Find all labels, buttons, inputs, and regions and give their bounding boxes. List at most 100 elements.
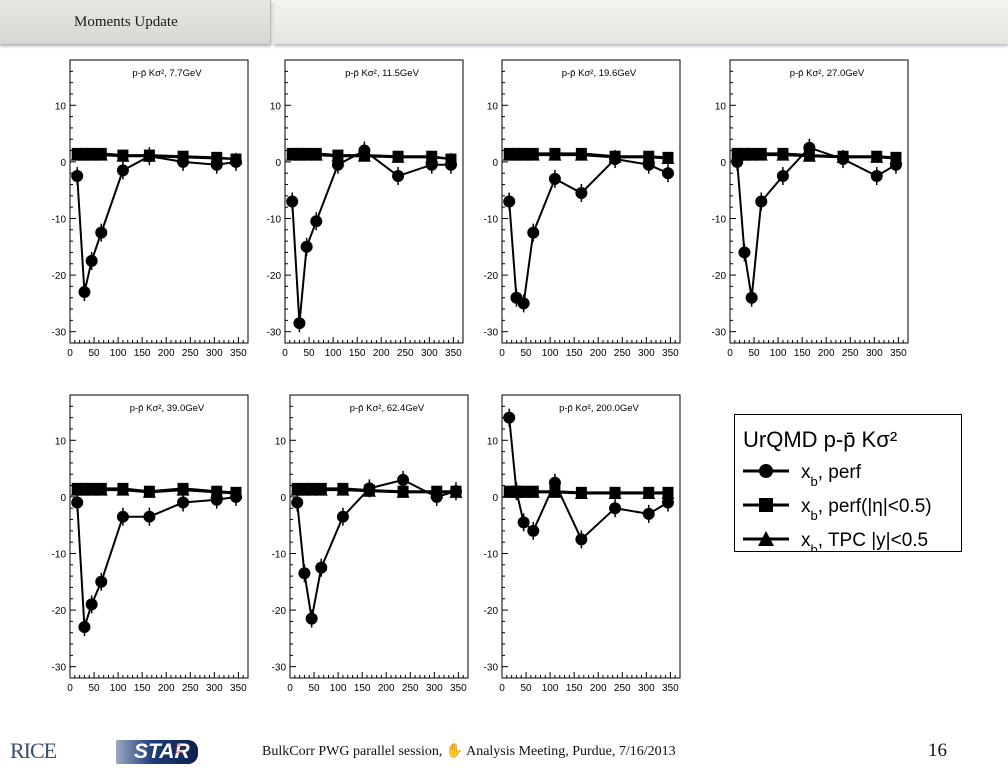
data-point-triangle (210, 485, 224, 498)
x-tick-label: 350 (230, 348, 247, 359)
data-point-circle (293, 317, 306, 330)
series-line-circle (736, 146, 897, 298)
x-tick-label: 50 (303, 348, 315, 359)
data-point-triangle (548, 148, 562, 161)
data-point-triangle (449, 485, 463, 498)
chart-legend: UrQMD p-p̄ Kσ² xb, perf xb, perf(|η|<0.5) x… (734, 414, 962, 557)
y-tick-label: 10 (487, 436, 499, 447)
data-point-circle (642, 507, 655, 520)
data-point-circle (305, 612, 318, 625)
x-tick-label: 300 (426, 683, 443, 694)
data-point-circle (116, 164, 129, 177)
data-point-circle (575, 533, 588, 546)
y-tick-label: -10 (484, 549, 499, 560)
x-tick-label: 300 (206, 348, 223, 359)
x-tick-label: 300 (638, 348, 655, 359)
data-point-triangle (425, 150, 439, 163)
data-point-triangle (300, 148, 314, 161)
x-tick-label: 150 (566, 348, 583, 359)
data-point-circle (78, 621, 91, 634)
y-tick-label: 10 (55, 101, 67, 112)
y-tick-label: 10 (270, 101, 282, 112)
chart-title: p-p̄ Kσ², 62.4GeV (350, 403, 425, 414)
data-point-circle (609, 502, 622, 515)
x-tick-label: 350 (450, 683, 467, 694)
data-point-circle (336, 510, 349, 523)
data-point-circle (527, 226, 540, 239)
data-point-circle (517, 516, 530, 529)
data-point-circle (95, 575, 108, 588)
y-tick-label: -20 (267, 271, 282, 282)
x-tick-label: 100 (110, 683, 127, 694)
page-number: 16 (928, 740, 947, 761)
plot-frame (69, 59, 249, 344)
data-point-circle (503, 195, 516, 208)
data-point-triangle (642, 150, 656, 163)
footer-text: BulkCorr PWG parallel session, ✋ Analysi… (262, 744, 676, 759)
x-tick-label: 100 (770, 348, 787, 359)
data-point-triangle (116, 149, 130, 162)
data-point-triangle (85, 483, 99, 496)
x-tick-label: 350 (890, 348, 907, 359)
data-point-circle (291, 496, 304, 509)
chart-title: p-p̄ Kσ², 7.7GeV (132, 68, 202, 79)
x-tick-label: 50 (520, 348, 532, 359)
x-tick-label: 300 (638, 683, 655, 694)
data-point-circle (776, 170, 789, 183)
y-tick-label: -30 (712, 328, 727, 339)
y-tick-label: -30 (484, 663, 499, 674)
data-point-triangle (116, 483, 130, 496)
y-tick-label: -20 (484, 271, 499, 282)
chart-title: p-p̄ Kσ², 11.5GeV (345, 68, 419, 79)
y-tick-label: 0 (60, 158, 66, 169)
y-tick-label: 10 (715, 101, 727, 112)
data-point-circle (392, 170, 405, 183)
data-point-circle (517, 297, 530, 310)
data-point-circle (755, 195, 768, 208)
data-point-circle (661, 496, 674, 509)
x-tick-label: 250 (182, 348, 199, 359)
y-tick-label: -30 (484, 328, 499, 339)
data-point-circle (548, 172, 561, 185)
data-point-triangle (229, 486, 243, 499)
x-tick-label: 150 (349, 348, 366, 359)
data-point-triangle (574, 486, 588, 499)
legend-label: xb, TPC |y|<0.5 (801, 530, 928, 551)
data-point-circle (95, 226, 108, 239)
x-tick-label: 350 (662, 348, 679, 359)
x-tick-label: 50 (520, 683, 532, 694)
data-point-triangle (776, 148, 790, 161)
chart-title: p-p̄ Kσ², 200.0GeV (559, 403, 639, 414)
x-tick-label: 100 (330, 683, 347, 694)
x-tick-label: 350 (230, 683, 247, 694)
data-point-circle (71, 170, 84, 183)
y-tick-label: -20 (272, 606, 287, 617)
data-point-triangle (526, 485, 540, 498)
x-tick-label: 250 (182, 683, 199, 694)
data-point-circle (503, 411, 516, 424)
data-point-triangle (331, 149, 345, 162)
series-line-circle (76, 495, 237, 628)
data-point-triangle (608, 486, 622, 499)
y-tick-label: -10 (712, 214, 727, 225)
x-tick-label: 200 (158, 348, 175, 359)
x-tick-label: 200 (818, 348, 835, 359)
x-tick-label: 0 (727, 348, 733, 359)
data-point-triangle (94, 483, 108, 496)
title-bar (274, 0, 1008, 44)
data-point-triangle (210, 151, 224, 164)
data-point-circle (300, 240, 313, 253)
data-point-circle (116, 510, 129, 523)
data-point-circle (298, 567, 311, 580)
rice-logo: RICE (10, 738, 57, 763)
data-point-circle (870, 170, 883, 183)
data-point-triangle (336, 483, 350, 496)
data-point-triangle (396, 485, 410, 498)
x-tick-label: 150 (794, 348, 811, 359)
legend-marker-circle (759, 464, 773, 478)
chart-panel-27p0: -30 -20 -10 0 10 0 50 100 150 200 250 300 350 p-p̄ Kσ… (700, 55, 912, 365)
